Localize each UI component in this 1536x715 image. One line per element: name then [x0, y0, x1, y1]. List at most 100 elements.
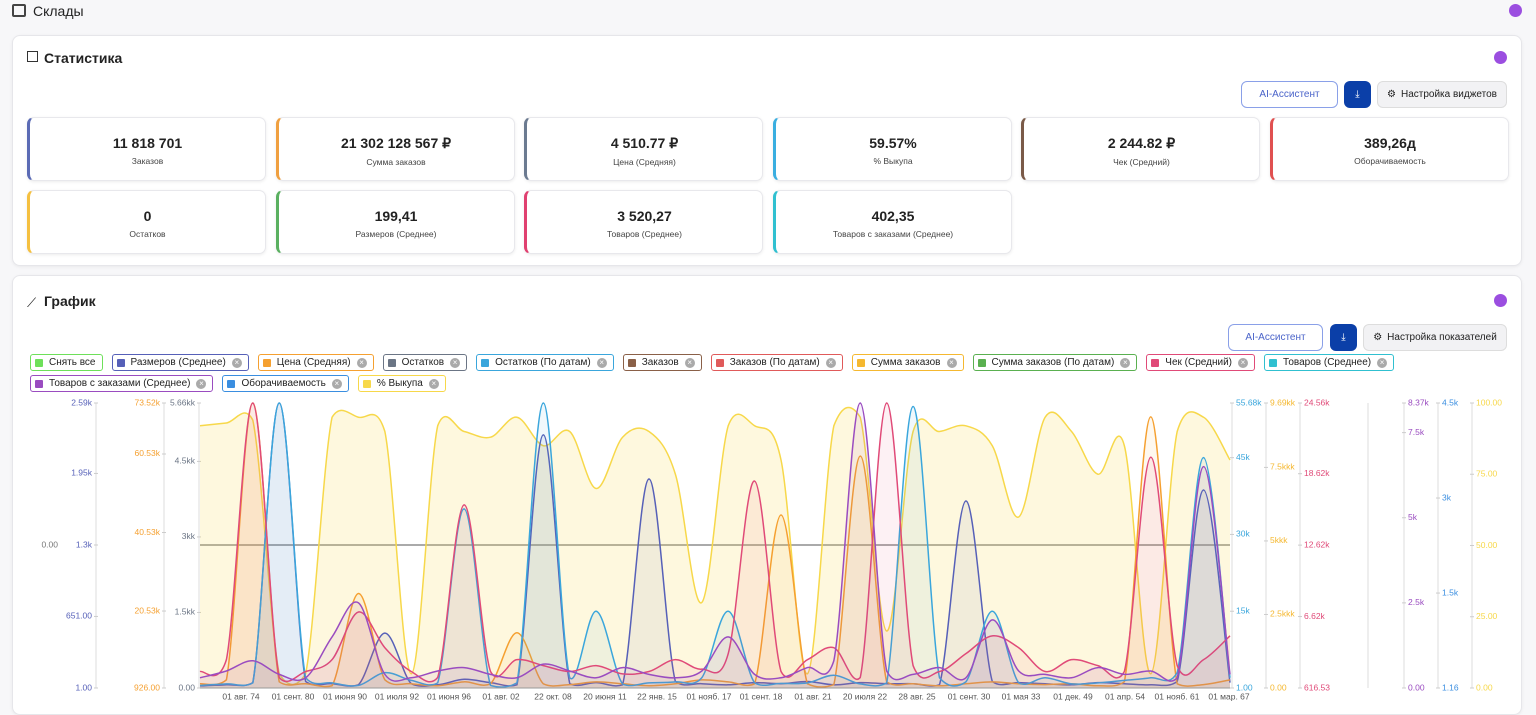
- stat-label: Размеров (Среднее): [355, 229, 437, 239]
- remove-icon[interactable]: ×: [356, 357, 367, 368]
- stat-card: 11 818 701 Заказов: [27, 117, 266, 181]
- y-tick-label: 1.00: [75, 682, 92, 692]
- section-title: Статистика: [44, 50, 123, 66]
- button-label: Настройка показателей: [1387, 332, 1497, 343]
- x-tick-label: 01 мар. 67: [1208, 691, 1250, 701]
- legend-label: Остатков (По датам): [495, 357, 591, 368]
- collapse-button[interactable]: [1509, 4, 1522, 17]
- legend-label: Сумма заказов (По датам): [991, 357, 1115, 368]
- legend-swatch: [362, 379, 371, 388]
- stat-value: 21 302 128 567 ₽: [340, 135, 452, 151]
- collapse-button[interactable]: [1494, 51, 1507, 64]
- x-tick-label: 01 июня 96: [427, 691, 471, 701]
- legend-item[interactable]: Сумма заказов (По датам) ×: [972, 354, 1138, 371]
- legend-label: Товаров (Среднее): [1283, 357, 1372, 368]
- section-title: График: [44, 293, 96, 309]
- legend-item[interactable]: Заказов (По датам) ×: [710, 354, 843, 371]
- stat-card: 389,26д Оборачиваемость: [1269, 117, 1509, 181]
- y-tick-label: 1.16: [1442, 682, 1459, 692]
- legend-label: Сумма заказов: [870, 357, 941, 368]
- series-area: [200, 403, 1230, 688]
- collapse-button[interactable]: [1494, 294, 1507, 307]
- stat-card: 402,35 Товаров с заказами (Среднее): [772, 190, 1012, 254]
- legend-swatch: [116, 358, 125, 367]
- legend: Снять все Размеров (Среднее) × Цена (Средня…: [30, 354, 1410, 392]
- stats-icon: [27, 51, 38, 62]
- x-tick-label: 01 сент. 30: [948, 691, 991, 701]
- ai-button[interactable]: AI-Ассистент: [1228, 324, 1323, 351]
- legend-item[interactable]: Остатков ×: [382, 354, 468, 371]
- x-tick-label: 28 авг. 25: [898, 691, 936, 701]
- x-tick-label: 20 июня 11: [583, 691, 627, 701]
- stat-value: 199,41: [374, 208, 418, 224]
- stat-card: 4 510.77 ₽ Цена (Средняя): [524, 117, 763, 181]
- download-button[interactable]: ⤓: [1330, 324, 1357, 351]
- legend-item[interactable]: % Выкупа ×: [357, 375, 446, 392]
- legend-swatch: [856, 358, 865, 367]
- remove-icon[interactable]: ×: [231, 357, 242, 368]
- stat-label: Цена (Средняя): [613, 157, 676, 167]
- stat-card: 0 Остатков: [27, 190, 266, 254]
- series-line: [199, 406, 1231, 686]
- y-tick-label: 2.5kkk: [1270, 609, 1295, 619]
- download-button[interactable]: ⤓: [1344, 81, 1371, 108]
- remove-icon[interactable]: ×: [946, 357, 957, 368]
- series-area: [200, 407, 1230, 688]
- legend-label: Заказов: [641, 357, 679, 368]
- chart-icon: ⟋: [27, 295, 37, 310]
- y-tick-label: 45k: [1236, 452, 1250, 462]
- y-tick-label: 0.00: [1408, 682, 1425, 692]
- y-tick-label: 73.52k: [134, 397, 160, 407]
- button-label: Настройка виджетов: [1400, 89, 1497, 100]
- y-tick-label: 75.00: [1476, 469, 1498, 479]
- remove-icon[interactable]: ×: [428, 378, 439, 389]
- stat-value: 59.57%: [869, 135, 917, 151]
- legend-label: Чек (Средний): [1165, 357, 1232, 368]
- legend-swatch: [227, 379, 236, 388]
- legend-item[interactable]: Остатков (По датам) ×: [476, 354, 614, 371]
- x-tick-label: 01 июля 92: [375, 691, 419, 701]
- button-label: AI-Ассистент: [1245, 332, 1306, 343]
- remove-icon[interactable]: ×: [1238, 357, 1248, 368]
- remove-icon[interactable]: ×: [196, 378, 207, 389]
- remove-icon[interactable]: ×: [825, 357, 836, 368]
- legend-item[interactable]: Заказов ×: [622, 354, 702, 371]
- remove-icon[interactable]: ×: [1377, 357, 1388, 368]
- remove-icon[interactable]: ×: [331, 378, 342, 389]
- remove-icon[interactable]: ×: [684, 357, 695, 368]
- ai-button[interactable]: AI-Ассистент: [1241, 81, 1338, 108]
- settings-button[interactable]: ⚙ Настройка показателей: [1363, 324, 1507, 351]
- legend-item[interactable]: Цена (Средняя) ×: [257, 354, 374, 371]
- series-area: [200, 403, 1230, 688]
- legend-item[interactable]: Чек (Средний) ×: [1146, 354, 1255, 371]
- y-tick-label: 8.37k: [1408, 397, 1430, 407]
- y-tick-label: 0.00: [178, 682, 195, 692]
- remove-icon[interactable]: ×: [1120, 357, 1131, 368]
- legend-swatch: [387, 358, 396, 367]
- legend-item[interactable]: Оборачиваемость ×: [222, 375, 349, 392]
- x-tick-label: 22 янв. 15: [637, 691, 677, 701]
- stat-value: 3 520,27: [617, 208, 672, 224]
- y-tick-label: 1.5kk: [175, 607, 196, 617]
- x-tick-label: 01 мая 33: [1002, 691, 1041, 701]
- legend-label: Заказов (По датам): [729, 357, 820, 368]
- remove-icon[interactable]: ×: [450, 357, 461, 368]
- legend-item[interactable]: Товаров с заказами (Среднее) ×: [30, 375, 214, 392]
- legend-swatch: [1151, 358, 1160, 367]
- settings-button[interactable]: ⚙ Настройка виджетов: [1377, 81, 1507, 108]
- series-line: [199, 402, 1231, 688]
- y-tick-label: 2.5k: [1408, 597, 1425, 607]
- x-tick-label: 20 июля 22: [843, 691, 887, 701]
- legend-item[interactable]: Размеров (Среднее) ×: [111, 354, 249, 371]
- legend-item[interactable]: Сумма заказов ×: [851, 354, 964, 371]
- stat-value: 0: [143, 208, 152, 224]
- stat-card: 3 520,27 Товаров (Среднее): [524, 190, 763, 254]
- y-tick-label: 100.00: [1476, 397, 1502, 407]
- x-tick-label: 01 апр. 54: [1105, 691, 1145, 701]
- legend-item[interactable]: Товаров (Среднее) ×: [1264, 354, 1395, 371]
- y-tick-label: 24.56k: [1304, 397, 1330, 407]
- y-tick-label: 12.62k: [1304, 539, 1330, 549]
- legend-item[interactable]: Снять все: [30, 354, 103, 371]
- remove-icon[interactable]: ×: [596, 357, 607, 368]
